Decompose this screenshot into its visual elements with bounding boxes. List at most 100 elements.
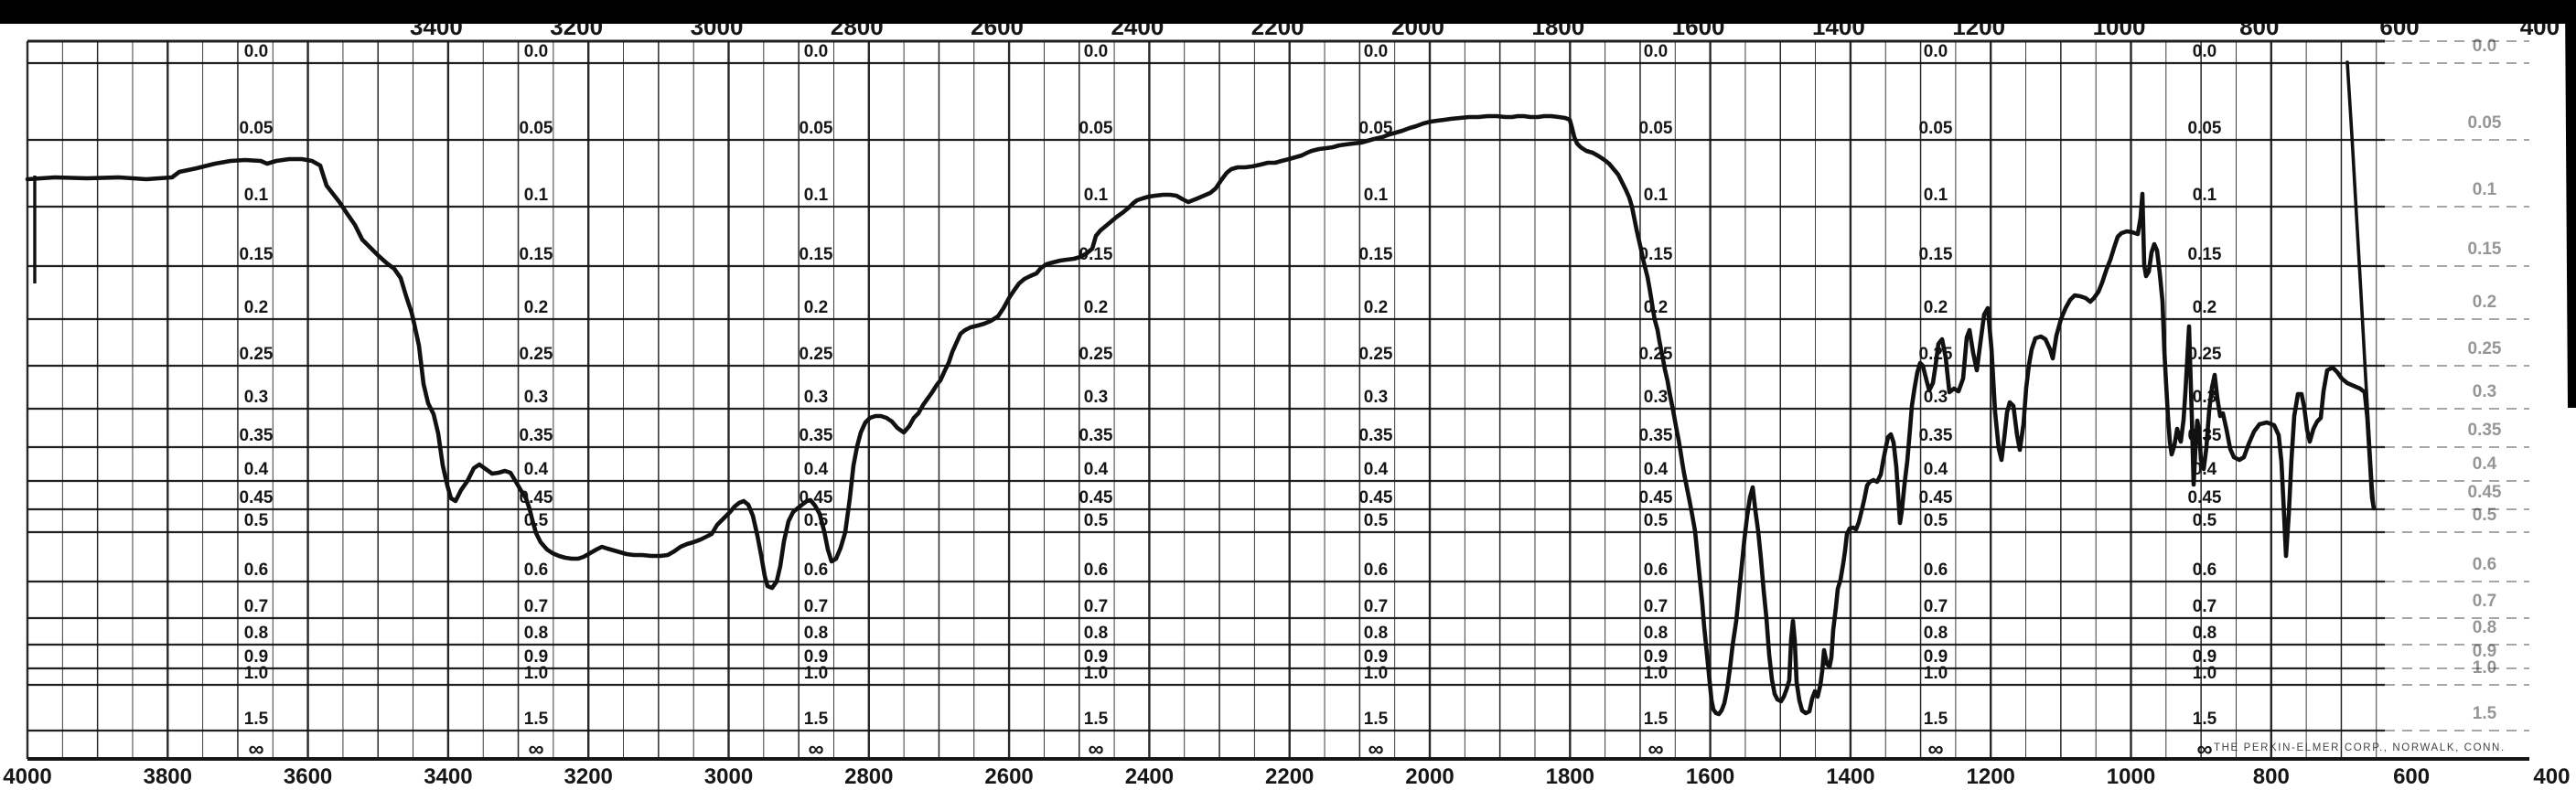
absorbance-tick-label: 0.15 bbox=[520, 245, 553, 264]
absorbance-tick-label: 0.6 bbox=[1924, 560, 1948, 580]
bottom-wavenumber-label: 2800 bbox=[844, 764, 893, 789]
absorbance-tick-label: 0.8 bbox=[1924, 624, 1948, 643]
absorbance-tick-label: 0.35 bbox=[800, 426, 833, 445]
absorbance-tick-label: 1.0 bbox=[2193, 664, 2216, 683]
absorbance-tick-label: 0.6 bbox=[524, 560, 548, 580]
absorbance-tick-label: 0.0 bbox=[524, 42, 548, 61]
absorbance-tick-label: 0.7 bbox=[2193, 597, 2216, 616]
absorbance-tick-label: 0.7 bbox=[1364, 597, 1388, 616]
absorbance-tick-label: 0.4 bbox=[524, 460, 549, 479]
absorbance-tick-label: 0.3 bbox=[1084, 388, 1108, 407]
absorbance-tick-label: 0.2 bbox=[524, 298, 548, 317]
bottom-wavenumber-label: 1800 bbox=[1546, 764, 1594, 789]
absorbance-tick-label: 0.5 bbox=[1084, 511, 1109, 530]
y-axis-title: ABSORBANCE bbox=[0, 317, 2, 515]
absorbance-tick-label: 0.9 bbox=[1924, 647, 1948, 667]
absorbance-infinity-label: ∞ bbox=[1648, 737, 1663, 762]
absorbance-tick-label: 0.0 bbox=[1924, 42, 1948, 61]
absorbance-tick-label: 1.0 bbox=[244, 664, 268, 683]
absorbance-tick-label: 0.8 bbox=[1084, 624, 1108, 643]
absorbance-tick-label: 0.15 bbox=[2188, 245, 2222, 264]
absorbance-tick-label: 0.05 bbox=[1919, 119, 1953, 138]
absorbance-tick-label: 0.9 bbox=[244, 647, 268, 667]
absorbance-tick-label: 0.2 bbox=[804, 298, 828, 317]
faded-absorbance-tick-label: 0.25 bbox=[2468, 339, 2502, 358]
absorbance-tick-label: 0.1 bbox=[1644, 186, 1669, 205]
absorbance-tick-label: 1.5 bbox=[244, 710, 269, 729]
absorbance-tick-label: 0.45 bbox=[1919, 488, 1953, 507]
absorbance-tick-label: 0.35 bbox=[520, 426, 553, 445]
absorbance-tick-label: 0.45 bbox=[1359, 488, 1393, 507]
absorbance-infinity-label: ∞ bbox=[528, 737, 543, 762]
absorbance-tick-label: 0.25 bbox=[2188, 345, 2222, 364]
faded-absorbance-tick-label: 0.45 bbox=[2468, 483, 2502, 502]
absorbance-tick-label: 0.25 bbox=[1359, 345, 1393, 364]
absorbance-tick-label: 0.0 bbox=[244, 42, 268, 61]
faded-absorbance-tick-label: 0.0 bbox=[2473, 37, 2496, 56]
absorbance-tick-label: 0.5 bbox=[1364, 511, 1389, 530]
pen-slew-line bbox=[2345, 60, 2376, 510]
absorbance-tick-label: 0.15 bbox=[800, 245, 833, 264]
absorbance-tick-label: 0.0 bbox=[2193, 42, 2216, 61]
absorbance-tick-label: 0.15 bbox=[1359, 245, 1393, 264]
absorbance-tick-label: 0.45 bbox=[2188, 488, 2222, 507]
absorbance-tick-label: 0.4 bbox=[1644, 460, 1669, 479]
absorbance-tick-label: 0.05 bbox=[1079, 119, 1113, 138]
absorbance-tick-label: 0.7 bbox=[804, 597, 828, 616]
absorbance-tick-label: 0.4 bbox=[804, 460, 829, 479]
bottom-wavenumber-label: 1400 bbox=[1826, 764, 1874, 789]
absorbance-tick-label: 1.5 bbox=[1364, 710, 1389, 729]
absorbance-tick-label: 0.15 bbox=[1919, 245, 1953, 264]
faded-absorbance-tick-label: 0.5 bbox=[2473, 506, 2497, 525]
absorbance-tick-label: 0.5 bbox=[1644, 511, 1669, 530]
bottom-wavenumber-label: 3800 bbox=[144, 764, 192, 789]
absorbance-tick-label: 0.25 bbox=[1639, 345, 1673, 364]
absorbance-tick-label: 0.3 bbox=[1364, 388, 1388, 407]
absorbance-infinity-label: ∞ bbox=[2196, 737, 2212, 762]
absorbance-tick-label: 0.3 bbox=[244, 388, 268, 407]
absorbance-tick-label: 0.2 bbox=[1084, 298, 1108, 317]
absorbance-tick-label: 1.0 bbox=[1364, 664, 1388, 683]
absorbance-tick-label: 0.3 bbox=[804, 388, 828, 407]
bottom-wavenumber-label: 2000 bbox=[1405, 764, 1454, 789]
absorbance-tick-label: 0.5 bbox=[244, 511, 269, 530]
bottom-wavenumber-label: 1600 bbox=[1686, 764, 1734, 789]
absorbance-tick-label: 0.05 bbox=[800, 119, 833, 138]
bottom-wavenumber-label: 3200 bbox=[564, 764, 613, 789]
absorbance-tick-label: 0.8 bbox=[244, 624, 268, 643]
faded-absorbance-tick-label: 0.2 bbox=[2473, 293, 2496, 312]
faded-right-label-column: 0.0 0.05 0.1 0.15 0.2 0.25 0.3 0.35 0.4 0.45 0.5 0.… bbox=[2468, 37, 2502, 723]
bottom-wavenumber-label: 600 bbox=[2393, 764, 2430, 789]
absorbance-tick-label: 1.5 bbox=[2193, 710, 2217, 729]
absorbance-tick-label: 0.4 bbox=[1924, 460, 1948, 479]
absorbance-tick-label: 0.0 bbox=[804, 42, 828, 61]
faded-absorbance-tick-label: 0.8 bbox=[2473, 618, 2496, 637]
bottom-wavenumber-label: 800 bbox=[2253, 764, 2290, 789]
absorbance-tick-label: 0.8 bbox=[1364, 624, 1388, 643]
absorbance-tick-label: 0.45 bbox=[240, 488, 274, 507]
absorbance-tick-label: 0.6 bbox=[1364, 560, 1388, 580]
faded-absorbance-tick-label: 0.05 bbox=[2468, 113, 2502, 133]
absorbance-tick-label: 0.7 bbox=[1644, 597, 1668, 616]
faded-absorbance-tick-label: 1.5 bbox=[2473, 704, 2497, 723]
faded-absorbance-tick-label: 0.4 bbox=[2473, 454, 2497, 474]
absorbance-tick-label: 1.5 bbox=[804, 710, 829, 729]
absorbance-tick-label: 0.0 bbox=[1644, 42, 1668, 61]
bottom-wavenumber-label: 3000 bbox=[704, 764, 753, 789]
absorbance-tick-label: 0.4 bbox=[1084, 460, 1109, 479]
absorbance-tick-label: 0.6 bbox=[804, 560, 828, 580]
bottom-wavenumber-label: 2200 bbox=[1265, 764, 1314, 789]
absorbance-label-columns: 0.0 0.05 0.1 0.15 0.2 0.25 0.3 0.35 0.4 0.45 0.5 0.… bbox=[240, 42, 2222, 762]
absorbance-tick-label: 0.0 bbox=[1084, 42, 1108, 61]
absorbance-tick-label: 0.05 bbox=[520, 119, 553, 138]
bottom-wavenumber-labels: 4000 3800 3600 3400 3200 3000 2800 2600 2400 2200… bbox=[3, 764, 2570, 789]
absorbance-tick-label: 0.25 bbox=[1079, 345, 1113, 364]
faded-absorbance-tick-label: 1.0 bbox=[2473, 658, 2496, 678]
absorbance-tick-label: 0.35 bbox=[1359, 426, 1393, 445]
absorbance-tick-label: 0.45 bbox=[1639, 488, 1673, 507]
absorbance-tick-label: 0.45 bbox=[1079, 488, 1113, 507]
faded-absorbance-tick-label: 0.15 bbox=[2468, 240, 2502, 259]
absorbance-tick-label: 0.9 bbox=[1364, 647, 1388, 667]
absorbance-tick-label: 0.05 bbox=[240, 119, 274, 138]
